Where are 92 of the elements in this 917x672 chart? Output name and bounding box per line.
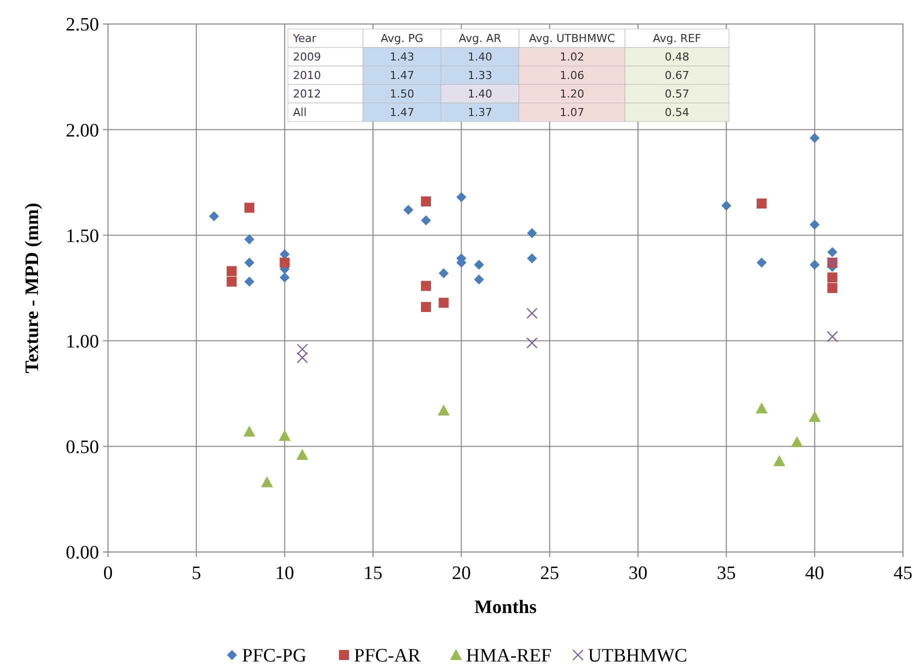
x-tick-label: 45 — [894, 563, 912, 584]
point — [421, 280, 431, 291]
point — [226, 276, 237, 287]
point — [474, 260, 484, 270]
point — [244, 276, 254, 287]
y-tick-label: 0.00 — [66, 542, 99, 564]
annotation: 1.33 — [468, 69, 492, 82]
point — [721, 200, 732, 211]
point — [421, 302, 431, 312]
y-axis-title: Texture - MPD (mm) — [22, 202, 43, 374]
annotation: 1.40 — [468, 88, 492, 101]
x-tick-label: 5 — [192, 563, 202, 584]
annotation: Year — [292, 32, 317, 46]
point — [296, 448, 308, 460]
point — [827, 247, 838, 258]
point — [261, 476, 273, 488]
point — [438, 404, 450, 416]
annotation: 1.50 — [390, 88, 414, 101]
annotation: 0.67 — [664, 69, 690, 82]
point — [280, 249, 290, 260]
annotation: 1.40 — [468, 50, 492, 64]
y-tick-label: 0.50 — [66, 437, 99, 458]
annotation: 1.43 — [390, 50, 414, 64]
point — [773, 455, 786, 466]
point — [756, 198, 767, 209]
point — [756, 258, 767, 268]
annotation: 1.37 — [468, 106, 492, 120]
point — [808, 410, 821, 422]
annotation: 0.54 — [664, 106, 690, 120]
y-tick-label: 2.50 — [66, 14, 99, 36]
legend-label: PFC-PG — [242, 646, 307, 667]
point — [244, 202, 254, 213]
point — [526, 337, 538, 349]
point — [527, 253, 537, 264]
point — [756, 402, 768, 414]
point — [209, 211, 219, 222]
legend-label: UTBHMWC — [588, 646, 688, 667]
annotation: 1.47 — [390, 106, 414, 120]
point — [810, 220, 820, 230]
annotation: 1.20 — [560, 88, 584, 101]
y-tick-label: 1.50 — [66, 226, 99, 247]
x-tick-label: 10 — [275, 563, 294, 584]
point — [827, 272, 838, 282]
point — [226, 266, 237, 276]
point — [456, 192, 466, 202]
x-tick-label: 25 — [540, 563, 560, 584]
annotation: 1.07 — [560, 106, 584, 120]
legend-label: PFC-AR — [354, 646, 421, 667]
point — [527, 228, 537, 238]
point — [438, 298, 449, 308]
point — [278, 430, 291, 441]
point — [474, 274, 484, 285]
point — [826, 330, 838, 342]
annotation: 1.06 — [560, 69, 584, 82]
x-tick-label: 30 — [628, 563, 648, 584]
point — [244, 258, 254, 268]
point — [791, 436, 803, 448]
point — [296, 344, 308, 355]
x-tick-label: 35 — [716, 563, 736, 584]
annotation: Avg. UTBHMWC — [528, 32, 616, 46]
point — [810, 260, 820, 270]
annotation: 0.48 — [664, 50, 690, 64]
annotation: 1.02 — [560, 50, 584, 64]
x-tick-label: 20 — [452, 563, 471, 584]
point — [280, 272, 290, 282]
y-tick-label: 2.00 — [66, 120, 99, 142]
legend-label: HMA-REF — [466, 646, 552, 667]
annotation: 1.47 — [390, 69, 414, 82]
y-tick-label: 1.00 — [66, 331, 99, 352]
point — [403, 204, 414, 215]
x-axis-title: Months — [474, 597, 537, 618]
point — [296, 352, 308, 364]
annotation: 2010 — [293, 69, 321, 82]
point — [421, 196, 431, 206]
point — [243, 426, 256, 437]
point — [280, 258, 290, 268]
x-tick-label: 15 — [364, 563, 382, 584]
annotation: Avg. PG — [380, 32, 424, 46]
annotation: All — [293, 106, 307, 120]
point — [421, 215, 431, 226]
annotation: 0.57 — [664, 88, 690, 101]
x-tick-label: 40 — [805, 563, 824, 584]
annotation: Avg. REF — [652, 32, 702, 46]
point — [827, 283, 838, 293]
point — [244, 234, 254, 244]
annotation: 2012 — [293, 88, 321, 101]
annotation: Avg. AR — [458, 32, 502, 46]
annotation: 2009 — [293, 50, 321, 64]
point — [810, 133, 820, 144]
point — [526, 308, 538, 319]
x-tick-label: 0 — [103, 563, 113, 584]
point — [438, 268, 449, 278]
